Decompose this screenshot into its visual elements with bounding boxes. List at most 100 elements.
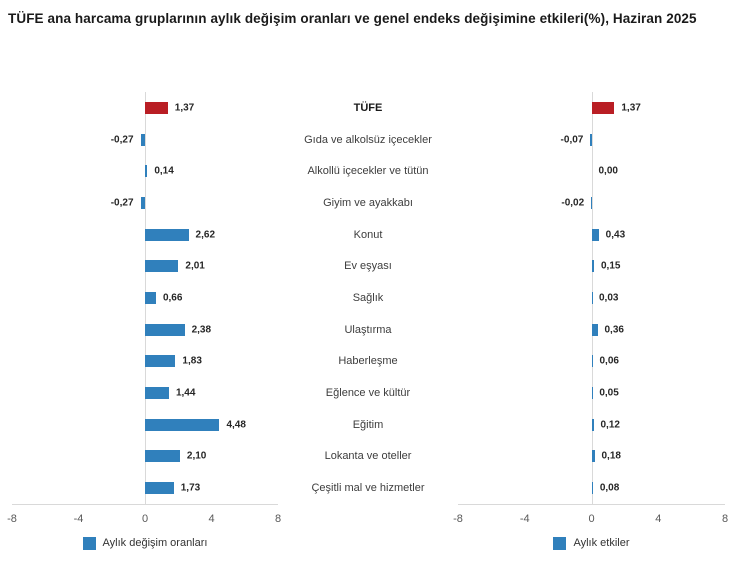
value-label: 0,05 bbox=[599, 387, 619, 399]
bar-row: 0,36 bbox=[458, 314, 725, 346]
value-label: 0,06 bbox=[599, 355, 619, 367]
bar-row: 0,66 bbox=[12, 282, 278, 314]
bar bbox=[591, 482, 593, 495]
bar-row: -0,07 bbox=[458, 124, 725, 156]
right-x-axis-ticks: -8 -4 0 4 8 bbox=[453, 513, 729, 527]
left-legend: Aylık değişim oranları bbox=[12, 535, 278, 551]
legend-swatch-icon bbox=[82, 536, 96, 550]
x-axis-tick-label: 8 bbox=[274, 513, 282, 525]
right-legend-label: Aylık etkiler bbox=[573, 537, 630, 549]
bar-row: -0,27 bbox=[12, 187, 278, 219]
category-label: Konut bbox=[353, 228, 383, 241]
category-label: Eğlence ve kültür bbox=[325, 387, 411, 400]
bar bbox=[591, 418, 594, 431]
value-label: 2,38 bbox=[191, 324, 212, 336]
x-axis-tick-label: 0 bbox=[588, 513, 595, 525]
bar bbox=[145, 165, 148, 178]
bar-row: 0,15 bbox=[458, 250, 725, 282]
left-legend-label: Aylık değişim oranları bbox=[102, 537, 208, 549]
value-label: 0,36 bbox=[604, 324, 624, 336]
bar-row: 0,14 bbox=[12, 155, 278, 187]
bar bbox=[140, 133, 145, 146]
value-label: 0,66 bbox=[162, 292, 183, 304]
x-axis-tick-label: -8 bbox=[453, 513, 463, 525]
value-label: -0,27 bbox=[110, 197, 134, 209]
value-label: 0,43 bbox=[605, 229, 626, 241]
bar-row: 2,01 bbox=[12, 250, 278, 282]
x-axis-tick-label: -8 bbox=[7, 513, 17, 525]
bar-row: 1,37 bbox=[458, 92, 725, 124]
x-axis-tick-label: -4 bbox=[519, 513, 530, 525]
bar-row: -0,02 bbox=[458, 187, 725, 219]
bar bbox=[145, 228, 189, 241]
bar bbox=[590, 133, 592, 146]
value-label: 2,10 bbox=[186, 450, 207, 462]
bar-row: 0,08 bbox=[458, 472, 725, 504]
bar bbox=[591, 228, 599, 241]
right-chart-bars: 1,37 -0,07 0,00 -0,02 0,43 0,15 0,03 0,36 0,06 0,… bbox=[458, 92, 725, 504]
category-label: Çeşitli mal ve hizmetler bbox=[311, 482, 425, 495]
bar-row: 1,83 bbox=[12, 346, 278, 378]
value-label: 1,44 bbox=[175, 387, 196, 399]
category-label: Alkollü içecekler ve tütün bbox=[307, 165, 429, 178]
bar bbox=[145, 482, 174, 495]
category-label: Eğitim bbox=[352, 418, 384, 431]
legend-swatch-icon bbox=[553, 536, 567, 550]
value-label: 0,14 bbox=[154, 165, 174, 177]
x-axis-tick-label: -4 bbox=[73, 513, 84, 525]
bar bbox=[591, 260, 594, 273]
value-label: 1,37 bbox=[621, 102, 641, 114]
value-label: 0,08 bbox=[599, 482, 620, 494]
bar-highlight bbox=[591, 101, 615, 114]
bar-row: 1,44 bbox=[12, 377, 278, 409]
right-chart-plot: 1,37 -0,07 0,00 -0,02 0,43 0,15 0,03 0,36 0,06 0,… bbox=[458, 92, 725, 505]
bar-row: 0,03 bbox=[458, 282, 725, 314]
value-label: 1,83 bbox=[182, 355, 202, 367]
bar bbox=[591, 387, 593, 400]
category-label: Gıda ve alkolsüz içecekler bbox=[304, 133, 432, 146]
bar-row: 1,73 bbox=[12, 472, 278, 504]
bar-row: 0,18 bbox=[458, 441, 725, 473]
category-label-column: TÜFE Gıda ve alkolsüz içecekler Alkollü iç… bbox=[278, 92, 458, 504]
bar-row: 0,00 bbox=[458, 155, 725, 187]
value-label: 0,15 bbox=[601, 260, 621, 272]
x-axis-tick-label: 0 bbox=[141, 513, 149, 525]
bar-row: 1,37 bbox=[12, 92, 278, 124]
x-axis-tick-label: 4 bbox=[655, 513, 662, 525]
bar bbox=[145, 450, 180, 463]
chart-title: TÜFE ana harcama gruplarının aylık değiş… bbox=[8, 11, 697, 26]
value-label: 2,01 bbox=[185, 260, 205, 272]
bar bbox=[591, 291, 592, 304]
value-label: -0,02 bbox=[561, 197, 585, 209]
bar bbox=[591, 323, 598, 336]
category-label: Haberleşme bbox=[338, 355, 398, 368]
category-label: Sağlık bbox=[352, 291, 384, 304]
x-axis-tick-label: 4 bbox=[208, 513, 215, 525]
bar bbox=[145, 323, 185, 336]
bar-row: 0,05 bbox=[458, 377, 725, 409]
bar-row: 4,48 bbox=[12, 409, 278, 441]
value-label: 1,37 bbox=[174, 102, 195, 114]
right-legend: Aylık etkiler bbox=[458, 535, 725, 551]
left-chart-bars: 1,37 -0,27 0,14 -0,27 2,62 2,01 0,66 2,38 1,83 1,… bbox=[12, 92, 278, 504]
value-label: 0,00 bbox=[598, 165, 618, 177]
value-label: 4,48 bbox=[226, 419, 246, 431]
category-label: Ulaştırma bbox=[344, 323, 392, 336]
value-label: 0,12 bbox=[600, 419, 620, 431]
value-label: 0,18 bbox=[601, 450, 621, 462]
value-label: 2,62 bbox=[195, 229, 216, 241]
bar-row: 0,43 bbox=[458, 219, 725, 251]
value-label: 1,73 bbox=[180, 482, 201, 494]
bar bbox=[145, 260, 179, 273]
x-axis-tick-label: 8 bbox=[721, 513, 729, 525]
bar-row: 0,06 bbox=[458, 346, 725, 378]
category-label: TÜFE bbox=[353, 101, 383, 114]
bar bbox=[145, 291, 156, 304]
left-x-axis-ticks: -8 -4 0 4 8 bbox=[7, 513, 282, 527]
left-chart-plot: 1,37 -0,27 0,14 -0,27 2,62 2,01 0,66 2,38 1,83 1,… bbox=[12, 92, 278, 505]
right-zero-axis-line bbox=[591, 92, 593, 504]
bar bbox=[140, 196, 145, 209]
bar-row: 2,10 bbox=[12, 441, 278, 473]
value-label: -0,07 bbox=[560, 134, 584, 146]
value-label: 0,03 bbox=[599, 292, 619, 304]
